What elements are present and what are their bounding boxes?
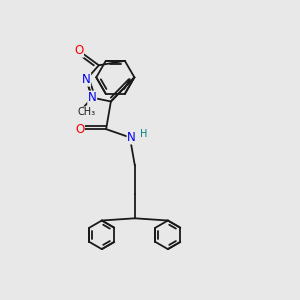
Text: N: N — [88, 91, 97, 104]
Text: O: O — [75, 123, 84, 136]
Text: O: O — [74, 44, 83, 57]
Text: N: N — [127, 131, 136, 144]
Text: H: H — [140, 129, 147, 139]
Text: CH₃: CH₃ — [77, 107, 95, 117]
Text: N: N — [82, 73, 91, 86]
